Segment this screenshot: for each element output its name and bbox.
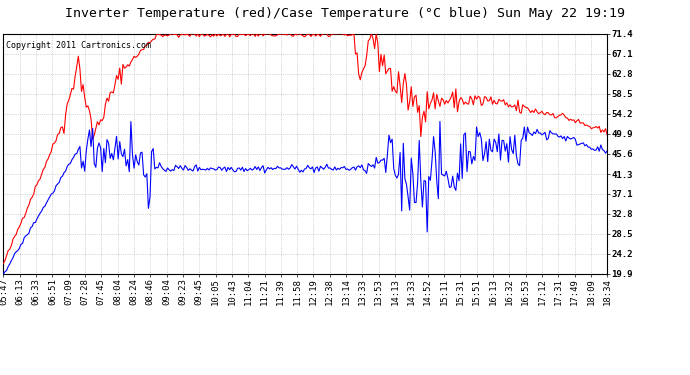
Text: Copyright 2011 Cartronics.com: Copyright 2011 Cartronics.com <box>6 41 152 50</box>
Text: Inverter Temperature (red)/Case Temperature (°C blue) Sun May 22 19:19: Inverter Temperature (red)/Case Temperat… <box>65 8 625 21</box>
